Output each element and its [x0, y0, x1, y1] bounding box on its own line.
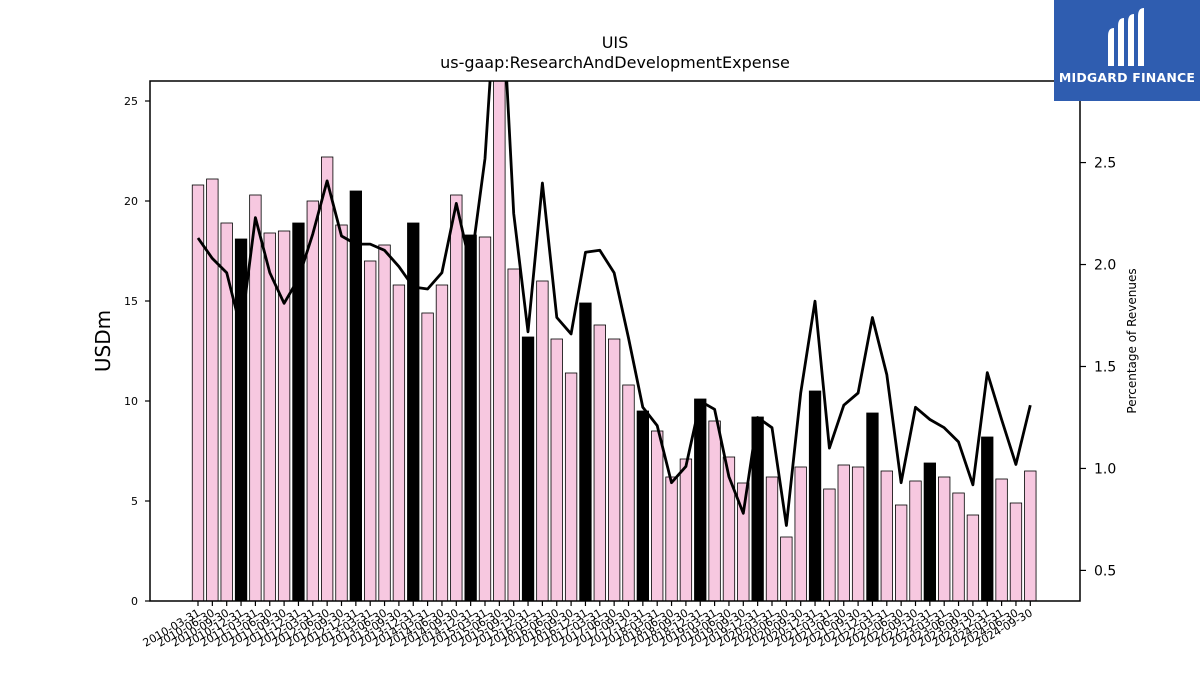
bar [493, 81, 506, 601]
y-tick-label: 5 [131, 495, 138, 508]
y2-tick-label: 2.5 [1094, 156, 1116, 172]
midgard-finance-logo: MIDGARD FINANCE [1054, 0, 1200, 101]
y2-tick-label: 2.0 [1094, 258, 1116, 274]
bar [407, 222, 420, 601]
y2-tick-label: 1.0 [1094, 461, 1116, 477]
bar [364, 260, 377, 601]
bar [335, 224, 348, 601]
bar [665, 476, 678, 601]
revenue-percentage-line-group [196, 81, 1032, 527]
bar [694, 398, 707, 601]
bar [823, 488, 836, 601]
bar [579, 302, 592, 601]
axes [145, 80, 1086, 606]
revenue-percentage-line [196, 81, 1032, 527]
chart-subtitle: us-gaap:ResearchAndDevelopmentExpense [440, 53, 790, 72]
bar [277, 230, 291, 601]
y-tick-label: 25 [124, 95, 138, 108]
bar [651, 430, 664, 601]
logo-text: MIDGARD FINANCE [1058, 70, 1196, 85]
y2-tick-label: 1.5 [1094, 359, 1116, 375]
bar [378, 244, 391, 601]
bar [837, 464, 850, 601]
bar [808, 390, 822, 601]
bar [866, 412, 879, 601]
bar [392, 284, 406, 601]
bar [450, 194, 463, 601]
bar [780, 536, 793, 601]
y2-axis-label: Percentage of Revenues [1125, 268, 1139, 413]
y2-tick-label: 0.5 [1094, 563, 1116, 579]
bar [564, 372, 578, 601]
bar [507, 268, 520, 601]
bar [765, 476, 779, 601]
bar [521, 336, 535, 601]
bar [292, 222, 305, 601]
bar [234, 238, 248, 601]
bar [622, 384, 635, 601]
bar [938, 476, 951, 601]
bar [909, 480, 922, 601]
bar [306, 200, 319, 601]
bar [206, 178, 219, 601]
bar [608, 338, 621, 601]
bar-series [191, 81, 1037, 601]
bar [737, 482, 750, 601]
bar [249, 194, 262, 601]
plot-frame [149, 80, 1081, 602]
y-tick-label: 0 [131, 595, 138, 608]
y-tick-label: 10 [124, 395, 138, 408]
tick-labels: 05101520250.51.01.52.02.52010-03-312010-… [124, 95, 1116, 650]
bar [536, 280, 549, 601]
bar [593, 324, 606, 601]
bar [880, 470, 893, 601]
bar [981, 436, 994, 601]
bar [478, 236, 492, 601]
bar [464, 234, 477, 601]
chart-title: UIS [602, 33, 629, 52]
bar [263, 232, 276, 601]
bar [636, 410, 649, 601]
bar [320, 156, 334, 601]
bar [550, 338, 563, 601]
bar [421, 312, 434, 601]
bar [851, 466, 865, 601]
y-tick-label: 15 [124, 295, 138, 308]
bar [679, 458, 693, 601]
bar [794, 466, 807, 601]
bar [952, 492, 965, 601]
bar [995, 478, 1008, 601]
bar [349, 190, 363, 601]
bar [722, 456, 736, 601]
y-axis-label: USDm [91, 310, 115, 372]
bar [708, 420, 721, 601]
bar [923, 462, 936, 601]
bar [895, 504, 908, 601]
bar [220, 222, 233, 601]
y-tick-label: 20 [124, 195, 138, 208]
bar [435, 284, 449, 601]
bar [966, 514, 980, 601]
logo-mark-icon [1108, 8, 1144, 66]
bar [191, 184, 205, 601]
bar [1024, 470, 1037, 601]
bar [1009, 502, 1023, 601]
